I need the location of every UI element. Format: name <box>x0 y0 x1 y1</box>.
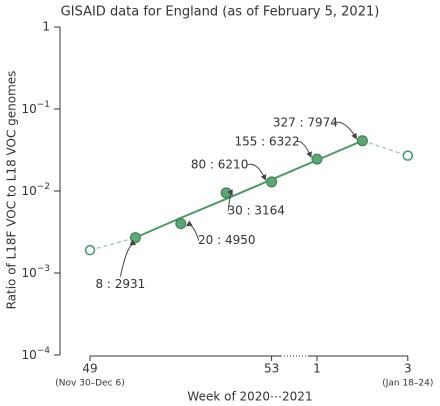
y-tick-label: 10−4 <box>21 346 50 362</box>
y-tick-label: 10−3 <box>21 264 50 280</box>
data-label: 8 : 2931 <box>95 277 145 291</box>
annotation-arrow <box>227 189 233 211</box>
y-axis-label: Ratio of L18F VOC to L18 VOC genomes <box>5 71 19 310</box>
point <box>175 218 187 230</box>
fit-line <box>135 139 363 239</box>
x-tick-sublabel: (Jan 18–24) <box>382 379 433 389</box>
open-point <box>402 150 414 161</box>
point <box>220 187 232 199</box>
x-axis-label: Week of 2020⋯2021 <box>187 390 312 404</box>
x-tick-label: 53 <box>264 362 279 376</box>
point <box>129 232 141 244</box>
chart-title: GISAID data for England (as of February … <box>61 5 380 20</box>
x-tick-label: 1 <box>313 362 321 376</box>
point <box>356 135 368 147</box>
data-label: 155 : 6322 <box>234 135 299 149</box>
open-point <box>84 244 96 256</box>
annotation-arrow <box>119 239 137 277</box>
data-label: 30 : 3164 <box>227 203 284 217</box>
y-tick-label: 10−2 <box>21 182 50 198</box>
point <box>311 153 323 165</box>
x-tick-sublabel: (Nov 30–Dec 6) <box>55 379 124 389</box>
annotation-arrow <box>333 121 357 140</box>
x-tick-label: 3 <box>404 362 412 376</box>
annotation-arrow <box>247 163 267 181</box>
data-label: 80 : 6210 <box>191 157 248 171</box>
y-tick-label: 1 <box>42 20 50 34</box>
x-tick-label: 49 <box>82 362 97 376</box>
extrapolation-line <box>89 140 408 251</box>
annotation-arrow <box>294 140 312 158</box>
point <box>266 176 278 188</box>
y-tick-label: 10−1 <box>21 100 50 116</box>
annotation-arrow <box>185 220 200 241</box>
data-label: 20 : 4950 <box>198 233 255 247</box>
data-label: 327 : 7974 <box>273 115 338 129</box>
